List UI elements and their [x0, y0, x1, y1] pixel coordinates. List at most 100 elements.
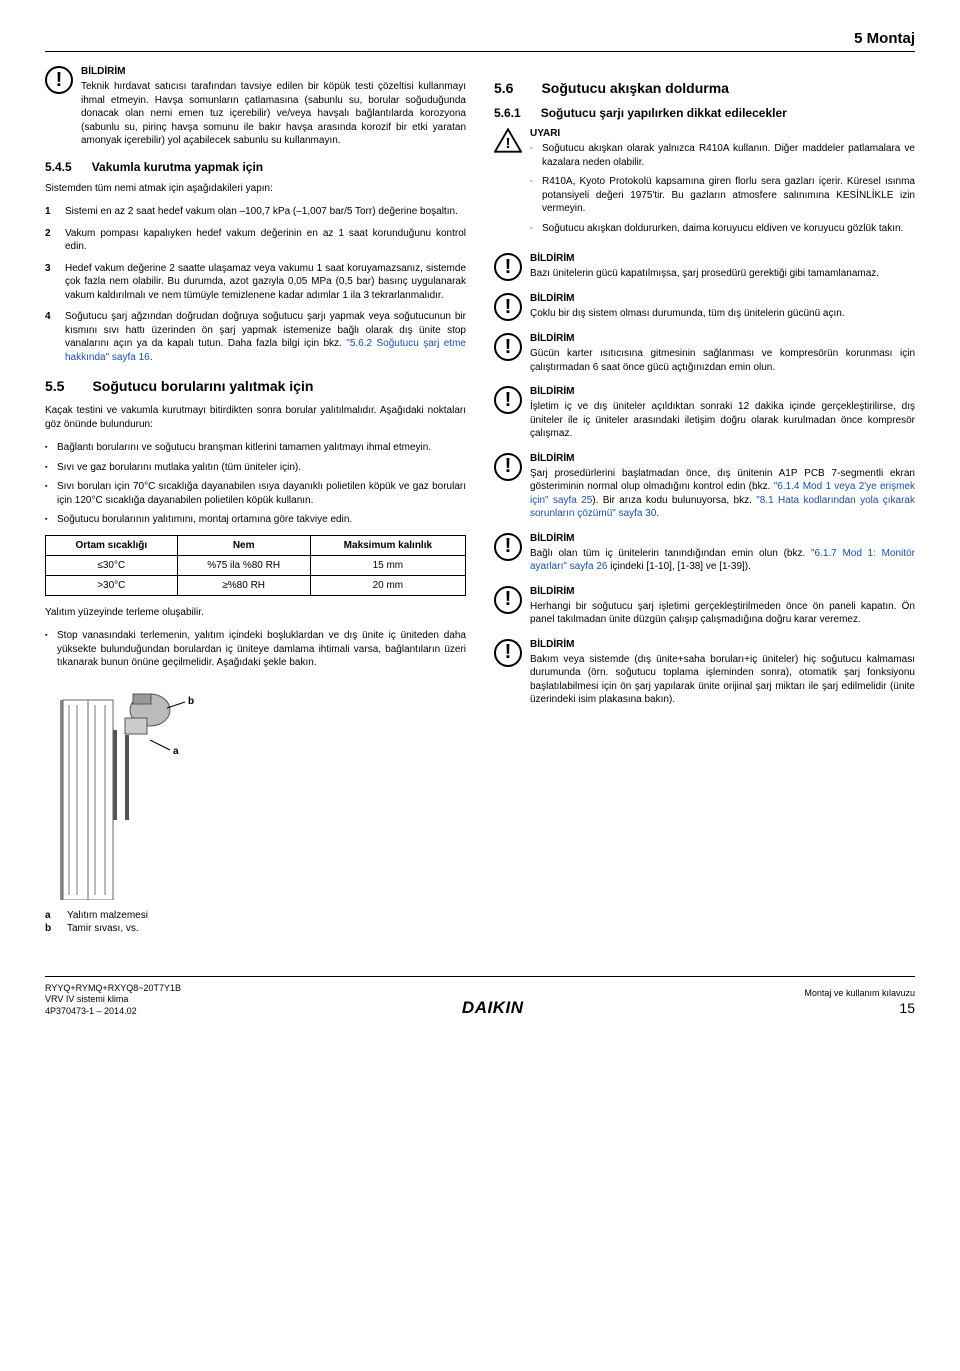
notice-body: BİLDİRİM Teknik hırdavat satıcısı tarafı… [81, 66, 466, 148]
exclamation-icon: ! [494, 453, 522, 481]
list-item: Stop vanasındaki terlemenin, yalıtım içi… [45, 629, 466, 670]
list-item: 3Hedef vakum değerine 2 saatte ulaşamaz … [45, 262, 466, 303]
notice-title: BİLDİRİM [530, 586, 915, 597]
warning-block: ! UYARI Soğutucu akışkan olarak yalnızca… [494, 128, 915, 241]
exclamation-icon: ! [494, 333, 522, 361]
notice-body: BİLDİRİM Şarj prosedürlerini başlatmadan … [530, 453, 915, 521]
table-cell: 15 mm [310, 555, 465, 575]
footer-line: Montaj ve kullanım kılavuzu [804, 988, 915, 1000]
table-header: Ortam sıcaklığı [46, 535, 178, 555]
list-item: 2Vakum pompası kapalıyken hedef vakum de… [45, 227, 466, 254]
notice-title: BİLDİRİM [530, 293, 915, 304]
notice-body: BİLDİRİM Gücün karter ısıtıcısına gitmesi… [530, 333, 915, 374]
exclamation-icon: ! [494, 533, 522, 561]
list-item: 1Sistemi en az 2 saat hedef vakum olan –… [45, 205, 466, 219]
subsection-heading: 5.6.1 Soğutucu şarjı yapılırken dikkat e… [494, 106, 915, 120]
subsection-heading: 5.4.5 Vakumla kurutma yapmak için [45, 160, 466, 174]
two-columns: ! BİLDİRİM Teknik hırdavat satıcısı tara… [45, 66, 915, 936]
notice-block: ! BİLDİRİM Teknik hırdavat satıcısı tara… [45, 66, 466, 148]
left-column: ! BİLDİRİM Teknik hırdavat satıcısı tara… [45, 66, 466, 936]
warning-triangle-icon: ! [494, 128, 522, 153]
notice-body: BİLDİRİMHerhangi bir soğutucu şarj işlet… [530, 586, 915, 627]
exclamation-icon: ! [494, 293, 522, 321]
bullet-list: Bağlantı borularını ve soğutucu branşman… [45, 441, 466, 527]
chapter-header: 5 Montaj [45, 30, 915, 52]
cross-ref-link[interactable]: "6.1.7 Mod 1: Monitör ayarları" sayfa 26 [530, 548, 915, 573]
notice-block: ! BİLDİRİM Çoklu bir dış sistem olması dur… [494, 293, 915, 321]
section-num: 5.5 [45, 378, 64, 394]
paragraph: Kaçak testini ve vakumla kurutmayı bitir… [45, 404, 466, 431]
subsection-title: Vakumla kurutma yapmak için [92, 160, 263, 174]
subsection-num: 5.4.5 [45, 160, 72, 174]
section-num: 5.6 [494, 80, 513, 96]
table-row: Ortam sıcaklığı Nem Maksimum kalınlık [46, 535, 466, 555]
legend-row: aYalıtım malzemesi [45, 910, 466, 921]
notice-body: BİLDİRİM Çoklu bir dış sistem olması duru… [530, 293, 915, 321]
figure-legend: aYalıtım malzemesi bTamir sıvası, vs. [45, 910, 466, 934]
footer-left: RYYQ+RYMQ+RXYQ8~20T7Y1B VRV IV sistemi k… [45, 983, 181, 1018]
notice-block: !BİLDİRİMHerhangi bir soğutucu şarj işle… [494, 586, 915, 627]
list-item: 4Soğutucu şarj ağzından doğrudan doğruya… [45, 310, 466, 364]
notice-body: BİLDİRİM Bazı ünitelerin gücü kapatılmışs… [530, 253, 915, 281]
paragraph: Sistemden tüm nemi atmak için aşağıdakil… [45, 182, 466, 196]
table-cell: 20 mm [310, 575, 465, 595]
svg-text:!: ! [506, 135, 511, 152]
right-column: 5.6 Soğutucu akışkan doldurma 5.6.1 Soğu… [494, 66, 915, 936]
section-heading: 5.6 Soğutucu akışkan doldurma [494, 80, 915, 96]
list-item: R410A, Kyoto Protokolü kapsamına giren f… [530, 175, 915, 216]
figure: b a [45, 680, 466, 900]
footer-line: RYYQ+RYMQ+RXYQ8~20T7Y1B [45, 983, 181, 995]
exclamation-icon: ! [494, 386, 522, 414]
exclamation-icon: ! [494, 253, 522, 281]
table-cell: %75 ila %80 RH [177, 555, 310, 575]
numbered-list: 1Sistemi en az 2 saat hedef vakum olan –… [45, 205, 466, 364]
list-item: Soğutucu borularının yalıtımını, montaj … [45, 513, 466, 527]
table-header: Nem [177, 535, 310, 555]
notice-title: BİLDİRİM [81, 66, 466, 77]
subsection-num: 5.6.1 [494, 106, 521, 120]
section-title: Soğutucu borularını yalıtmak için [92, 378, 313, 394]
notice-text: Teknik hırdavat satıcısı tarafından tavs… [81, 80, 466, 148]
notice-text: Çoklu bir dış sistem olması durumunda, t… [530, 307, 915, 321]
svg-text:a: a [173, 746, 179, 757]
page-number: 15 [804, 999, 915, 1017]
list-item: Sıvı boruları için 70°C sıcaklığa dayana… [45, 480, 466, 507]
bullet-list: Soğutucu akışkan olarak yalnızca R410A k… [530, 142, 915, 235]
notice-text: Bazı ünitelerin gücü kapatılmışsa, şarj … [530, 267, 915, 281]
table-cell: >30°C [46, 575, 178, 595]
paragraph: Yalıtım yüzeyinde terleme oluşabilir. [45, 606, 466, 620]
notice-title: BİLDİRİM [530, 533, 915, 544]
notice-block: ! BİLDİRİM Şarj prosedürlerini başlatmadan… [494, 453, 915, 521]
brand-logo: DAIKIN [462, 998, 524, 1018]
list-item: Bağlantı borularını ve soğutucu branşman… [45, 441, 466, 455]
notice-text: Bağlı olan tüm iç ünitelerin tanındığınd… [530, 547, 915, 574]
footer-line: 4P370473-1 – 2014.02 [45, 1006, 181, 1018]
insulation-table: Ortam sıcaklığı Nem Maksimum kalınlık ≤3… [45, 535, 466, 596]
notice-body: BİLDİRİM Bağlı olan tüm iç ünitelerin tan… [530, 533, 915, 574]
subsection-title: Soğutucu şarjı yapılırken dikkat edilece… [541, 106, 787, 120]
table-cell: ≤30°C [46, 555, 178, 575]
notice-title: BİLDİRİM [530, 639, 915, 650]
notice-block: ! BİLDİRİM Gücün karter ısıtıcısına gitmes… [494, 333, 915, 374]
list-item: Soğutucu akışkan doldururken, daima koru… [530, 222, 915, 236]
notice-body: BİLDİRİM Bakım veya sistemde (dış ünite+s… [530, 639, 915, 707]
footer-right: Montaj ve kullanım kılavuzu 15 [804, 988, 915, 1018]
notice-title: UYARI [530, 128, 915, 139]
list-item: Soğutucu akışkan olarak yalnızca R410A k… [530, 142, 915, 169]
notice-body: UYARI Soğutucu akışkan olarak yalnızca R… [530, 128, 915, 241]
exclamation-icon: ! [494, 639, 522, 667]
page-footer: RYYQ+RYMQ+RXYQ8~20T7Y1B VRV IV sistemi k… [45, 976, 915, 1018]
notice-text: Gücün karter ısıtıcısına gitmesinin sağl… [530, 347, 915, 374]
notice-text: İşletim iç ve dış üniteler açıldıktan so… [530, 400, 915, 441]
table-header: Maksimum kalınlık [310, 535, 465, 555]
notice-body: BİLDİRİM İşletim iç ve dış üniteler açıld… [530, 386, 915, 441]
notice-text: Bakım veya sistemde (dış ünite+saha boru… [530, 653, 915, 707]
notice-title: BİLDİRİM [530, 453, 915, 464]
notice-title: BİLDİRİM [530, 386, 915, 397]
notice-title: BİLDİRİM [530, 333, 915, 344]
notice-block: ! BİLDİRİM İşletim iç ve dış üniteler açıl… [494, 386, 915, 441]
notice-text: Şarj prosedürlerini başlatmadan önce, dı… [530, 467, 915, 521]
notice-title: BİLDİRİM [530, 253, 915, 264]
notice-block: ! BİLDİRİM Bakım veya sistemde (dış ünite+… [494, 639, 915, 707]
table-row: ≤30°C %75 ila %80 RH 15 mm [46, 555, 466, 575]
